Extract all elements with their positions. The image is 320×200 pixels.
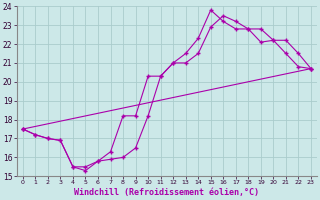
X-axis label: Windchill (Refroidissement éolien,°C): Windchill (Refroidissement éolien,°C) [74, 188, 260, 197]
